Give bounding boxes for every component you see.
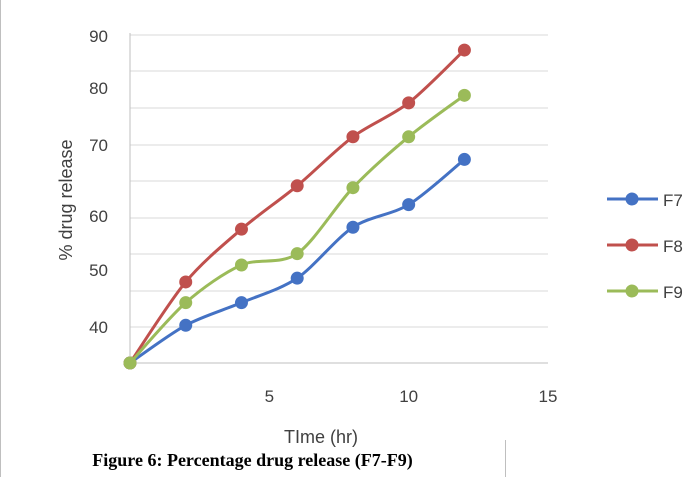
y-tick-label-70: 70 bbox=[89, 136, 108, 155]
data-point-F8-2 bbox=[179, 275, 193, 289]
data-point-F9-8 bbox=[346, 181, 360, 195]
legend-label-F7: F7 bbox=[663, 191, 683, 210]
axes bbox=[129, 33, 548, 364]
data-point-F9-6 bbox=[290, 247, 304, 261]
data-point-F8-10 bbox=[402, 96, 416, 110]
y-tick-label-90: 90 bbox=[89, 27, 108, 46]
data-point-F9-0 bbox=[123, 356, 137, 370]
data-point-F7-10 bbox=[402, 198, 416, 212]
frame-left-rule bbox=[0, 0, 1, 477]
frame-right-rule bbox=[505, 440, 506, 477]
series-lines bbox=[123, 43, 471, 370]
x-axis-label: TIme (hr) bbox=[284, 427, 358, 447]
data-point-F9-12 bbox=[457, 88, 471, 102]
data-point-F9-10 bbox=[402, 130, 416, 144]
data-point-F8-8 bbox=[346, 130, 360, 144]
data-point-F8-12 bbox=[457, 43, 471, 57]
legend-marker-F9 bbox=[625, 284, 639, 298]
figure-caption: Figure 6: Percentage drug release (F7-F9… bbox=[92, 450, 413, 470]
x-tick-label-15: 15 bbox=[539, 387, 558, 406]
data-point-F7-4 bbox=[234, 296, 248, 310]
legend-marker-F7 bbox=[625, 192, 639, 206]
data-point-F8-4 bbox=[234, 222, 248, 236]
y-tick-label-50: 50 bbox=[89, 261, 108, 280]
legend: F7 F8 F9 bbox=[607, 191, 683, 302]
gridlines bbox=[130, 34, 548, 328]
x-tick-label-5: 5 bbox=[265, 387, 274, 406]
legend-label-F9: F9 bbox=[663, 283, 683, 302]
y-axis-label: % drug release bbox=[56, 139, 76, 260]
tick-labels: 40 50 60 70 80 90 5 10 15 bbox=[89, 27, 557, 406]
data-point-F9-4 bbox=[234, 258, 248, 272]
y-tick-label-40: 40 bbox=[89, 318, 108, 337]
data-point-F7-12 bbox=[457, 152, 471, 166]
data-point-F7-2 bbox=[179, 318, 193, 332]
y-tick-label-60: 60 bbox=[89, 207, 108, 226]
y-tick-label-80: 80 bbox=[89, 79, 108, 98]
data-point-F7-6 bbox=[290, 271, 304, 285]
x-tick-label-10: 10 bbox=[399, 387, 418, 406]
data-point-F8-6 bbox=[290, 179, 304, 193]
legend-label-F8: F8 bbox=[663, 237, 683, 256]
legend-marker-F8 bbox=[625, 238, 639, 252]
data-point-F7-8 bbox=[346, 220, 360, 234]
data-point-F9-2 bbox=[179, 296, 193, 310]
